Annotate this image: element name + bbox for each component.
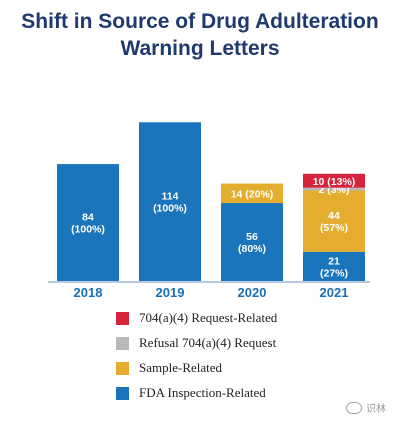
data-label: 84 (100%)	[71, 212, 105, 236]
legend-label: FDA Inspection-Related	[139, 385, 266, 400]
data-label: 10 (13%)	[313, 176, 356, 188]
legend-item: Refusal 704(a)(4) Request	[116, 331, 277, 355]
x-tick-label: 2020	[238, 285, 267, 300]
data-label: 56 (80%)	[238, 231, 266, 255]
legend-swatch	[116, 361, 129, 375]
x-tick-label: 2021	[320, 285, 349, 300]
legend-swatch	[116, 311, 129, 325]
watermark-text: 识林	[366, 404, 386, 415]
legend-label: 704(a)(4) Request-Related	[139, 310, 278, 325]
data-label: 21 (27%)	[320, 255, 348, 279]
x-tick-label: 2019	[156, 285, 185, 300]
bar-segment	[303, 173, 365, 188]
bar-segment	[221, 183, 283, 204]
bar-segment	[139, 122, 201, 282]
legend: 704(a)(4) Request-Related Refusal 704(a)(…	[116, 306, 277, 406]
data-label: 14 (20%)	[231, 188, 274, 200]
legend-swatch	[116, 336, 129, 350]
watermark: 识林	[346, 400, 386, 415]
legend-label: Refusal 704(a)(4) Request	[139, 335, 277, 350]
wechat-icon	[346, 401, 362, 414]
legend-item: Sample-Related	[116, 356, 277, 380]
legend-label: Sample-Related	[139, 360, 223, 375]
bar-segment	[303, 251, 365, 281]
bar-segment	[57, 164, 119, 281]
chart-title: Shift in Source of Drug Adulteration War…	[0, 8, 400, 62]
legend-item: 704(a)(4) Request-Related	[116, 306, 277, 330]
bar-segment	[303, 187, 365, 191]
x-tick-label: 2018	[74, 285, 103, 300]
chart-title-text: Shift in Source of Drug Adulteration War…	[21, 10, 379, 60]
data-label: 114 (100%)	[153, 191, 187, 215]
legend-swatch	[116, 386, 129, 400]
bar-segment	[303, 190, 365, 252]
stacked-bar-chart: 84 (100%) 2018 114 (100%) 2019 56 (80%) 14 (20%)…	[48, 122, 370, 300]
bar-segment	[221, 203, 283, 281]
data-label: 44 (57%)	[320, 210, 348, 234]
legend-item: FDA Inspection-Related	[116, 381, 277, 405]
